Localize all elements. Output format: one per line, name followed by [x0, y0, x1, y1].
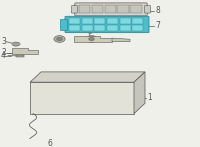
Polygon shape — [12, 48, 38, 54]
Circle shape — [86, 36, 97, 42]
Bar — [12, 43, 20, 45]
Polygon shape — [74, 36, 112, 42]
Polygon shape — [30, 82, 134, 114]
Bar — [107, 25, 118, 31]
Polygon shape — [30, 72, 145, 82]
Bar — [69, 18, 80, 24]
Polygon shape — [134, 72, 145, 114]
Text: 8: 8 — [155, 6, 160, 15]
Text: 7: 7 — [155, 21, 160, 30]
Bar — [132, 25, 143, 31]
Bar — [94, 25, 105, 31]
Bar — [94, 18, 105, 24]
Bar — [82, 25, 93, 31]
Bar — [79, 5, 90, 13]
Bar — [107, 18, 118, 24]
Bar — [82, 18, 93, 24]
Polygon shape — [112, 38, 130, 42]
FancyBboxPatch shape — [75, 3, 147, 16]
Bar — [120, 18, 131, 24]
Circle shape — [13, 42, 19, 46]
Text: 6: 6 — [48, 139, 53, 147]
Bar — [120, 25, 131, 31]
Bar — [16, 55, 24, 57]
Bar — [105, 5, 116, 13]
Circle shape — [89, 37, 94, 41]
Bar — [130, 5, 142, 13]
Text: 2: 2 — [1, 48, 6, 57]
Text: 5: 5 — [87, 27, 92, 36]
Circle shape — [54, 36, 65, 42]
FancyBboxPatch shape — [144, 6, 151, 13]
Text: 1: 1 — [147, 93, 152, 102]
Text: 4: 4 — [1, 51, 6, 60]
FancyBboxPatch shape — [71, 6, 78, 13]
Bar — [132, 18, 143, 24]
Bar — [117, 5, 129, 13]
Circle shape — [57, 37, 62, 41]
Text: 3: 3 — [1, 37, 6, 46]
Bar — [60, 19, 67, 30]
Bar — [29, 143, 37, 145]
Bar — [92, 5, 103, 13]
FancyBboxPatch shape — [65, 16, 149, 33]
Bar — [69, 25, 80, 31]
